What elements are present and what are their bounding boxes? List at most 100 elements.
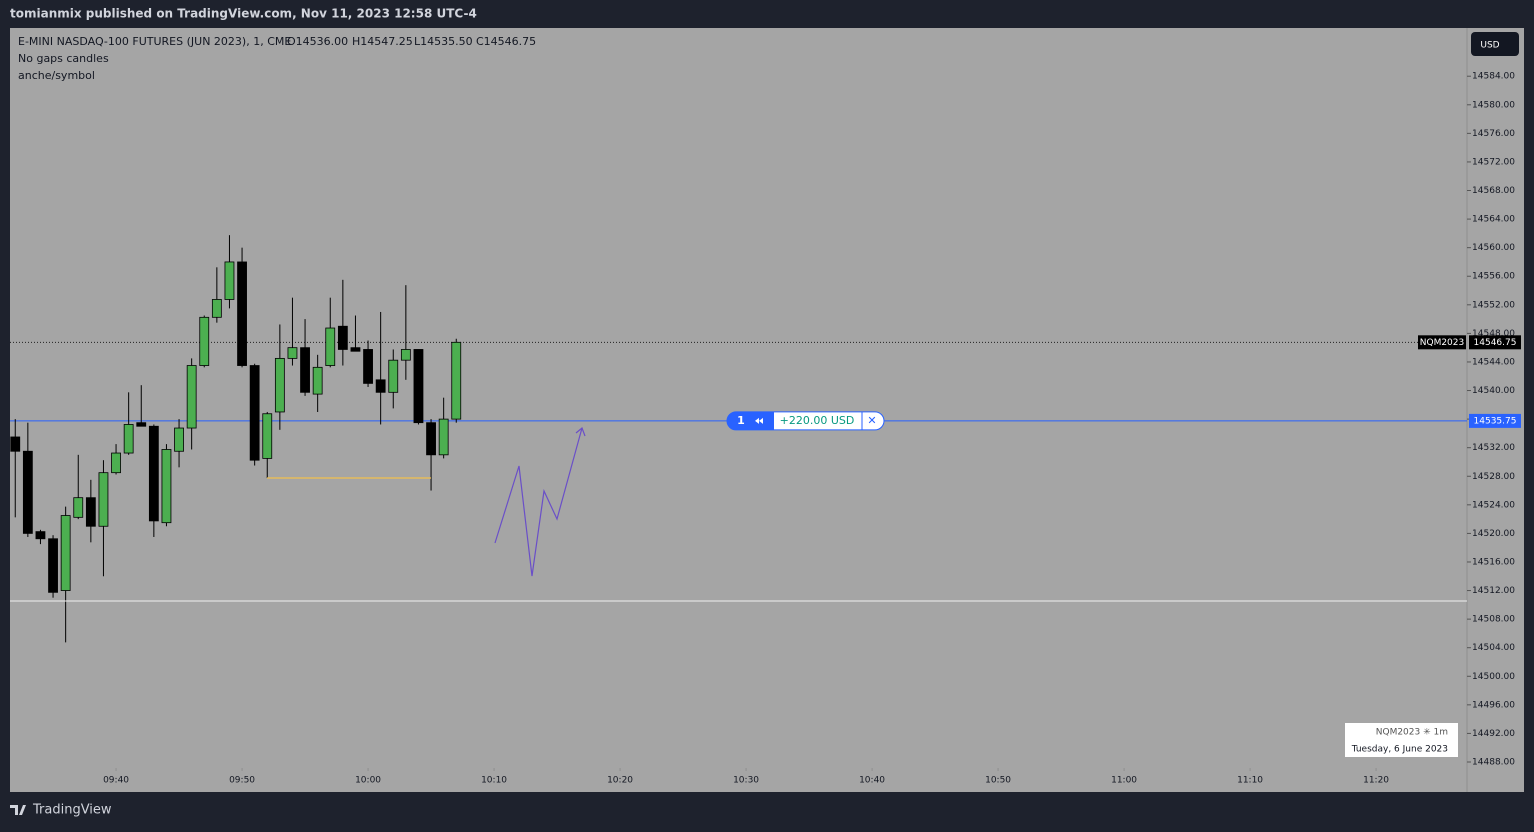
candle-body xyxy=(85,497,96,527)
drawing-arrowhead xyxy=(575,426,586,437)
y-tick-label: 14492.00 xyxy=(1472,729,1515,739)
candle-body xyxy=(375,379,386,393)
y-tick-label: 14580.00 xyxy=(1472,100,1515,110)
legend-line: No gaps candles xyxy=(18,52,109,65)
y-tick-label: 14564.00 xyxy=(1472,215,1515,225)
y-tick-label: 14512.00 xyxy=(1472,586,1515,596)
candle-body xyxy=(35,531,46,540)
y-tick-label: 14524.00 xyxy=(1472,500,1515,510)
candle-body xyxy=(363,349,373,384)
candle-body xyxy=(60,515,71,591)
candle-body xyxy=(400,349,411,361)
logo-icon xyxy=(10,805,26,815)
y-tick-label: 14516.00 xyxy=(1472,557,1515,567)
candle-body xyxy=(350,347,361,352)
x-tick-label: 10:00 xyxy=(355,776,381,786)
candle-body xyxy=(73,497,84,518)
pane xyxy=(10,28,1524,792)
currency-button[interactable] xyxy=(1471,32,1519,56)
y-tick-label: 14500.00 xyxy=(1472,672,1515,682)
candle-body xyxy=(136,422,147,427)
y-tick-label: 14568.00 xyxy=(1472,186,1515,196)
x-tick-label: 10:30 xyxy=(733,776,759,786)
candle-body xyxy=(325,327,336,366)
price-tag xyxy=(1469,335,1521,350)
candle-body xyxy=(10,436,21,452)
x-tick-label: 10:10 xyxy=(481,776,507,786)
y-tick-label: 14528.00 xyxy=(1472,472,1515,482)
y-tick-label: 14548.00 xyxy=(1472,329,1515,339)
x-tick-label: 10:20 xyxy=(607,776,633,786)
legend-ohlc: O14536.00 xyxy=(287,35,348,48)
candle-body xyxy=(199,316,210,366)
candle-body xyxy=(98,472,109,527)
x-tick-label: 10:50 xyxy=(985,776,1011,786)
candle-body xyxy=(287,347,298,359)
currency-label[interactable]: USD xyxy=(1480,41,1499,51)
x-tick-label: 10:40 xyxy=(859,776,885,786)
legend-ohlc: C14546.75 xyxy=(476,35,536,48)
footer-logo: TradingView xyxy=(32,803,112,818)
price-tag-label: 14546.75 xyxy=(1474,338,1517,348)
legend-line: anche/symbol xyxy=(18,69,95,82)
candle-body xyxy=(211,299,222,318)
y-tick-label: 14552.00 xyxy=(1472,300,1515,310)
candle-body xyxy=(237,261,247,366)
y-tick-label: 14576.00 xyxy=(1472,129,1515,139)
candle-body xyxy=(174,427,184,452)
y-tick-label: 14504.00 xyxy=(1472,643,1515,653)
x-tick-label: 09:40 xyxy=(103,776,129,786)
position-close[interactable]: ✕ xyxy=(867,414,876,427)
y-tick-label: 14556.00 xyxy=(1472,272,1515,282)
candle-body xyxy=(413,349,424,424)
candle-body xyxy=(388,359,399,393)
y-tick-label: 14540.00 xyxy=(1472,386,1515,396)
plot: 14488.00 14492.00 14496.00 14500.00 14504.00… xyxy=(10,72,1515,786)
candle-body xyxy=(249,365,260,461)
position-qty-bg xyxy=(727,411,774,430)
candle-body xyxy=(22,450,33,534)
y-tick-label: 14584.00 xyxy=(1472,72,1515,82)
x-tick-label: 11:10 xyxy=(1237,776,1263,786)
symbol-tag-label: NQM2023 xyxy=(1420,338,1465,348)
candle-body xyxy=(148,425,159,522)
info-box xyxy=(1345,723,1458,757)
info-line: Tuesday, 6 June 2023 xyxy=(1351,745,1448,755)
header: tomianmix published on TradingView.com, … xyxy=(10,7,477,21)
candle-body xyxy=(262,413,273,459)
reverse-icon xyxy=(755,417,763,424)
candle-body xyxy=(312,366,323,395)
candle-body xyxy=(274,357,285,413)
y-tick-label: 14520.00 xyxy=(1472,529,1515,539)
candle-body xyxy=(111,452,121,474)
position-qty: 1 xyxy=(737,414,745,427)
candle-body xyxy=(123,424,134,454)
legend-ohlc: L14535.50 xyxy=(414,35,473,48)
candle-body xyxy=(186,365,197,429)
candle-body xyxy=(48,538,58,593)
info-line: NQM2023 ✳ 1m xyxy=(1376,728,1448,738)
candle-body xyxy=(426,422,436,456)
y-tick-label: 14532.00 xyxy=(1472,443,1515,453)
x-tick-label: 11:00 xyxy=(1111,776,1137,786)
y-tick-label: 14544.00 xyxy=(1472,357,1515,367)
candle-body xyxy=(224,261,235,300)
position-pnl: +220.00 USD xyxy=(780,414,855,427)
y-tick-label: 14572.00 xyxy=(1472,157,1515,167)
y-tick-label: 14488.00 xyxy=(1472,757,1515,767)
x-tick-label: 11:20 xyxy=(1363,776,1389,786)
drawing-path xyxy=(494,427,583,577)
symbol-tag xyxy=(1418,335,1466,350)
y-tick-label: 14496.00 xyxy=(1472,700,1515,710)
candle-body xyxy=(300,347,310,393)
y-tick-label: 14560.00 xyxy=(1472,243,1515,253)
x-tick-label: 09:50 xyxy=(229,776,255,786)
legend-ohlc: H14547.25 xyxy=(352,35,413,48)
y-tick-label: 14508.00 xyxy=(1472,615,1515,625)
position-tag xyxy=(1469,413,1521,428)
candle-body xyxy=(438,418,449,456)
legend-symbol: E-MINI NASDAQ-100 FUTURES (JUN 2023), 1,… xyxy=(18,35,291,48)
candle-body xyxy=(161,449,172,524)
